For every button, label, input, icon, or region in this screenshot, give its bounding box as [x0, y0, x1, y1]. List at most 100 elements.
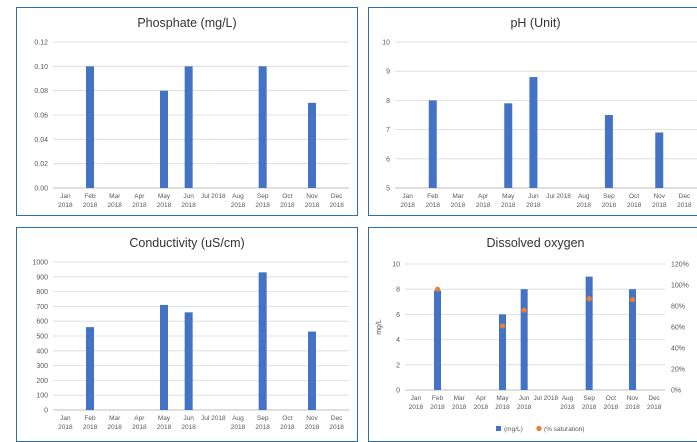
x-tick-label: 2018: [627, 202, 642, 209]
y-tick-label: 0.06: [34, 113, 48, 120]
x-tick-label: 2018: [280, 202, 295, 209]
x-tick-label: 2018: [255, 424, 270, 431]
chart-panel-conductivity: Conductivity (uS/cm) 0 100 200 300 400 500 600…: [16, 227, 358, 442]
x-tick-label: 2018: [107, 424, 122, 431]
x-tick-label: Dec: [331, 193, 343, 200]
x-tick-label: Nov: [653, 193, 665, 200]
chart-svg-dissolved-oxygen: 0 2 4 6 8 10 Jan 2018 Feb 2018 Mar 2018 Apr 2018 May 20…: [376, 262, 689, 434]
y2-tick-label: 20%: [671, 367, 685, 374]
x-tick-label: Apr: [134, 193, 145, 200]
x-tick-label: 2018: [474, 404, 489, 411]
x-tick-label: Aug: [562, 395, 574, 402]
x-tick-label: Feb: [427, 193, 439, 200]
x-tick-label: Jan: [402, 193, 413, 200]
bar: [434, 290, 441, 390]
bar: [258, 66, 267, 188]
x-tick-label: Jan: [60, 193, 71, 200]
x-tick-label: Feb: [84, 415, 96, 422]
y-tick-label: 0.04: [34, 137, 48, 144]
saturation-point: [499, 323, 506, 329]
y2-tick-label: 0%: [671, 388, 681, 395]
x-tick-label: Aug: [578, 193, 590, 200]
bar: [160, 304, 168, 410]
x-tick-label: Mar: [109, 415, 121, 422]
x-tick-label: May: [158, 193, 171, 200]
y-tick-label: 0.08: [34, 88, 48, 95]
x-tick-label: Jul 2018: [201, 193, 226, 200]
saturation-point: [586, 296, 592, 302]
x-tick-label: 2018: [181, 202, 196, 209]
y2-tick-label: 120%: [671, 262, 689, 269]
y-tick-label: 0.10: [34, 64, 48, 71]
x-tick-label: 2018: [157, 424, 172, 431]
y2-tick-label: 60%: [671, 325, 685, 332]
bar: [504, 103, 513, 188]
x-tick-label: 2018: [305, 202, 320, 209]
y-tick-label: 6: [396, 312, 400, 319]
bar: [499, 314, 506, 390]
x-tick-label: Jun: [519, 395, 530, 402]
legend-swatch-bar: [496, 426, 501, 431]
x-tick-label: 2018: [451, 202, 466, 209]
y-tick-label: 8: [396, 287, 400, 294]
x-tick-label: Jun: [528, 193, 539, 200]
y-tick-label: 4: [396, 337, 400, 344]
y-tick-label: 7: [386, 127, 390, 134]
y-tick-label: 500: [36, 334, 48, 341]
x-tick-label: Nov: [627, 395, 639, 402]
x-tick-label: Dec: [331, 415, 343, 422]
bar: [629, 289, 636, 390]
x-tick-label: 2018: [157, 202, 172, 209]
bar: [655, 132, 664, 188]
x-tick-label: 2018: [409, 404, 424, 411]
y-tick-label: 0: [396, 388, 400, 395]
x-tick-label: 2018: [305, 424, 320, 431]
x-tick-label: 2018: [452, 404, 467, 411]
x-tick-label: Jul 2018: [534, 395, 559, 402]
bar: [184, 312, 193, 410]
x-tick-label: Oct: [606, 395, 616, 402]
x-tick-label: 2018: [677, 202, 692, 209]
x-tick-label: 2018: [231, 424, 246, 431]
saturation-point: [629, 297, 636, 303]
x-tick-label: 2018: [400, 202, 415, 209]
y-tick-label: 700: [36, 304, 48, 311]
chart-panel-phosphate: Phosphate (mg/L) 0.00 0.02 0.04 0.06 0.08 0.1…: [16, 7, 358, 216]
x-tick-label: 2018: [625, 404, 640, 411]
x-tick-label: 2018: [582, 404, 597, 411]
x-tick-label: Dec: [648, 395, 660, 402]
y-tick-label: 0.00: [34, 186, 48, 193]
x-tick-label: Mar: [452, 193, 464, 200]
x-tick-label: Apr: [134, 415, 145, 422]
x-tick-label: Sep: [257, 193, 269, 200]
x-tick-label: Jun: [183, 193, 194, 200]
bar: [86, 327, 94, 410]
x-tick-label: Jun: [183, 415, 194, 422]
x-tick-label: May: [158, 415, 171, 422]
y-tick-label: 0.02: [34, 161, 48, 168]
x-tick-label: 2018: [604, 404, 619, 411]
chart-panel-dissolved-oxygen: Dissolved oxygen 0 2 4 6 8 10 Jan 2018 Feb 2018 Ma…: [368, 227, 697, 442]
bar: [86, 66, 94, 188]
legend-label-dot: (% saturation): [544, 426, 584, 433]
x-tick-label: 2018: [517, 404, 532, 411]
chart-title: Dissolved oxygen: [486, 236, 585, 250]
x-tick-label: 2018: [329, 424, 344, 431]
y-tick-label: 300: [36, 363, 48, 370]
x-tick-label: Jan: [60, 415, 71, 422]
bar: [258, 272, 267, 410]
x-tick-label: 2018: [430, 404, 445, 411]
x-tick-label: Sep: [603, 193, 615, 200]
x-tick-label: 2018: [526, 202, 541, 209]
x-tick-label: Feb: [84, 193, 96, 200]
x-tick-label: 2018: [83, 202, 98, 209]
x-tick-label: 2018: [426, 202, 441, 209]
x-tick-label: 2018: [476, 202, 491, 209]
bar: [529, 77, 538, 188]
y-tick-label: 0: [44, 408, 48, 415]
y-tick-label: 8: [386, 98, 390, 105]
y-tick-label: 9: [386, 69, 390, 76]
x-tick-label: Jan: [411, 395, 422, 402]
chart-title: Phosphate (mg/L): [137, 16, 237, 30]
saturation-point: [434, 286, 441, 292]
